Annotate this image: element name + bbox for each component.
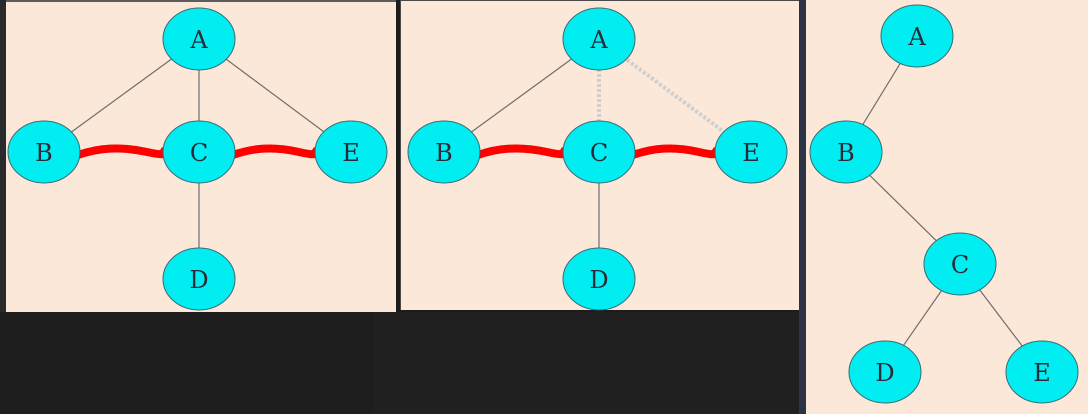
node-D: D — [848, 340, 922, 404]
node-circle — [162, 247, 236, 311]
node-circle — [714, 120, 788, 184]
node-circle — [407, 120, 481, 184]
node-label: D — [189, 266, 208, 294]
node-label: A — [189, 26, 208, 54]
node-B: B — [7, 120, 81, 184]
node-label: C — [590, 139, 608, 167]
node-C: C — [162, 120, 236, 184]
node-label: E — [742, 139, 760, 167]
node-label: A — [907, 23, 926, 51]
dark-area-right — [374, 312, 799, 414]
node-E: E — [714, 120, 788, 184]
node-circle — [1005, 340, 1079, 404]
graph-2: A B C D E — [407, 7, 788, 311]
node-label: C — [190, 139, 208, 167]
node-A: A — [880, 4, 954, 68]
left-edge-strip — [0, 0, 6, 312]
node-label: A — [589, 26, 608, 54]
node-B: B — [407, 120, 481, 184]
node-D: D — [562, 247, 636, 311]
node-circle — [923, 232, 997, 296]
node-circle — [848, 340, 922, 404]
tree-result: A B C D E — [809, 4, 1079, 404]
highlight-edge-B-C — [74, 144, 169, 159]
node-D: D — [162, 247, 236, 311]
node-C: C — [562, 120, 636, 184]
node-E: E — [1005, 340, 1079, 404]
divider-bar — [799, 0, 806, 414]
node-label: B — [837, 139, 855, 167]
node-A: A — [162, 7, 236, 71]
node-label: D — [875, 359, 894, 387]
dark-area-left — [0, 312, 374, 414]
node-circle — [562, 247, 636, 311]
node-circle — [809, 120, 883, 184]
node-label: E — [342, 139, 360, 167]
node-label: C — [951, 251, 969, 279]
node-B: B — [809, 120, 883, 184]
node-circle — [162, 120, 236, 184]
node-circle — [162, 7, 236, 71]
node-label: B — [435, 139, 453, 167]
node-circle — [7, 120, 81, 184]
highlight-edge-C-E — [229, 144, 321, 159]
node-circle — [314, 120, 388, 184]
node-circle — [562, 120, 636, 184]
node-C: C — [923, 232, 997, 296]
graph-1: A B C D E — [7, 7, 388, 311]
node-label: D — [589, 266, 608, 294]
node-E: E — [314, 120, 388, 184]
node-circle — [880, 4, 954, 68]
highlight-edge-C-E — [629, 144, 721, 159]
node-label: E — [1033, 359, 1051, 387]
highlight-edge-B-C — [474, 144, 569, 159]
node-label: B — [35, 139, 53, 167]
node-circle — [562, 7, 636, 71]
node-A: A — [562, 7, 636, 71]
